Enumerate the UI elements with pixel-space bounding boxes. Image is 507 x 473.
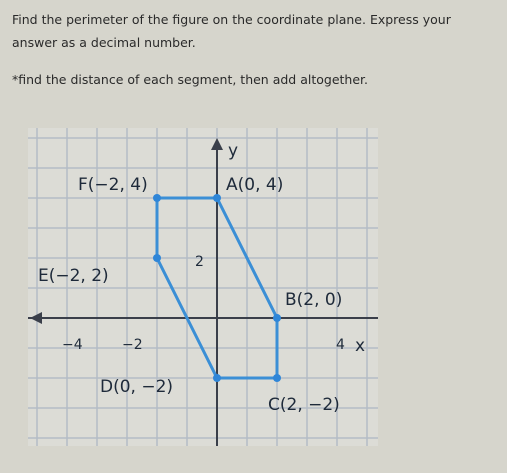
point-label: A(0, 4): [226, 175, 283, 195]
vertex: [153, 254, 161, 262]
x-arrow: [30, 312, 42, 324]
y-arrow: [211, 138, 223, 150]
graph-paper: [28, 128, 378, 446]
axis-label: x: [355, 336, 365, 356]
point-label: F(−2, 4): [78, 175, 148, 195]
vertex: [153, 194, 161, 202]
tick-label: −4: [62, 337, 83, 353]
vertex: [213, 194, 221, 202]
tick-label: 2: [195, 254, 204, 270]
tick-label: 4: [336, 337, 345, 353]
vertex: [213, 374, 221, 382]
hint: *find the distance of each segment, then…: [12, 72, 368, 87]
instruction-line: answer as a decimal number.: [12, 35, 196, 50]
vertex: [273, 374, 281, 382]
point-label: C(2, −2): [268, 395, 340, 415]
vertex: [273, 314, 281, 322]
tick-label: −2: [122, 337, 143, 353]
point-label: E(−2, 2): [38, 266, 109, 286]
vertices: [153, 194, 281, 382]
axis-label: y: [228, 141, 238, 161]
grid: [28, 128, 378, 446]
point-label: B(2, 0): [285, 290, 342, 310]
point-label: D(0, −2): [100, 377, 173, 397]
instruction-line: Find the perimeter of the figure on the …: [12, 12, 451, 27]
